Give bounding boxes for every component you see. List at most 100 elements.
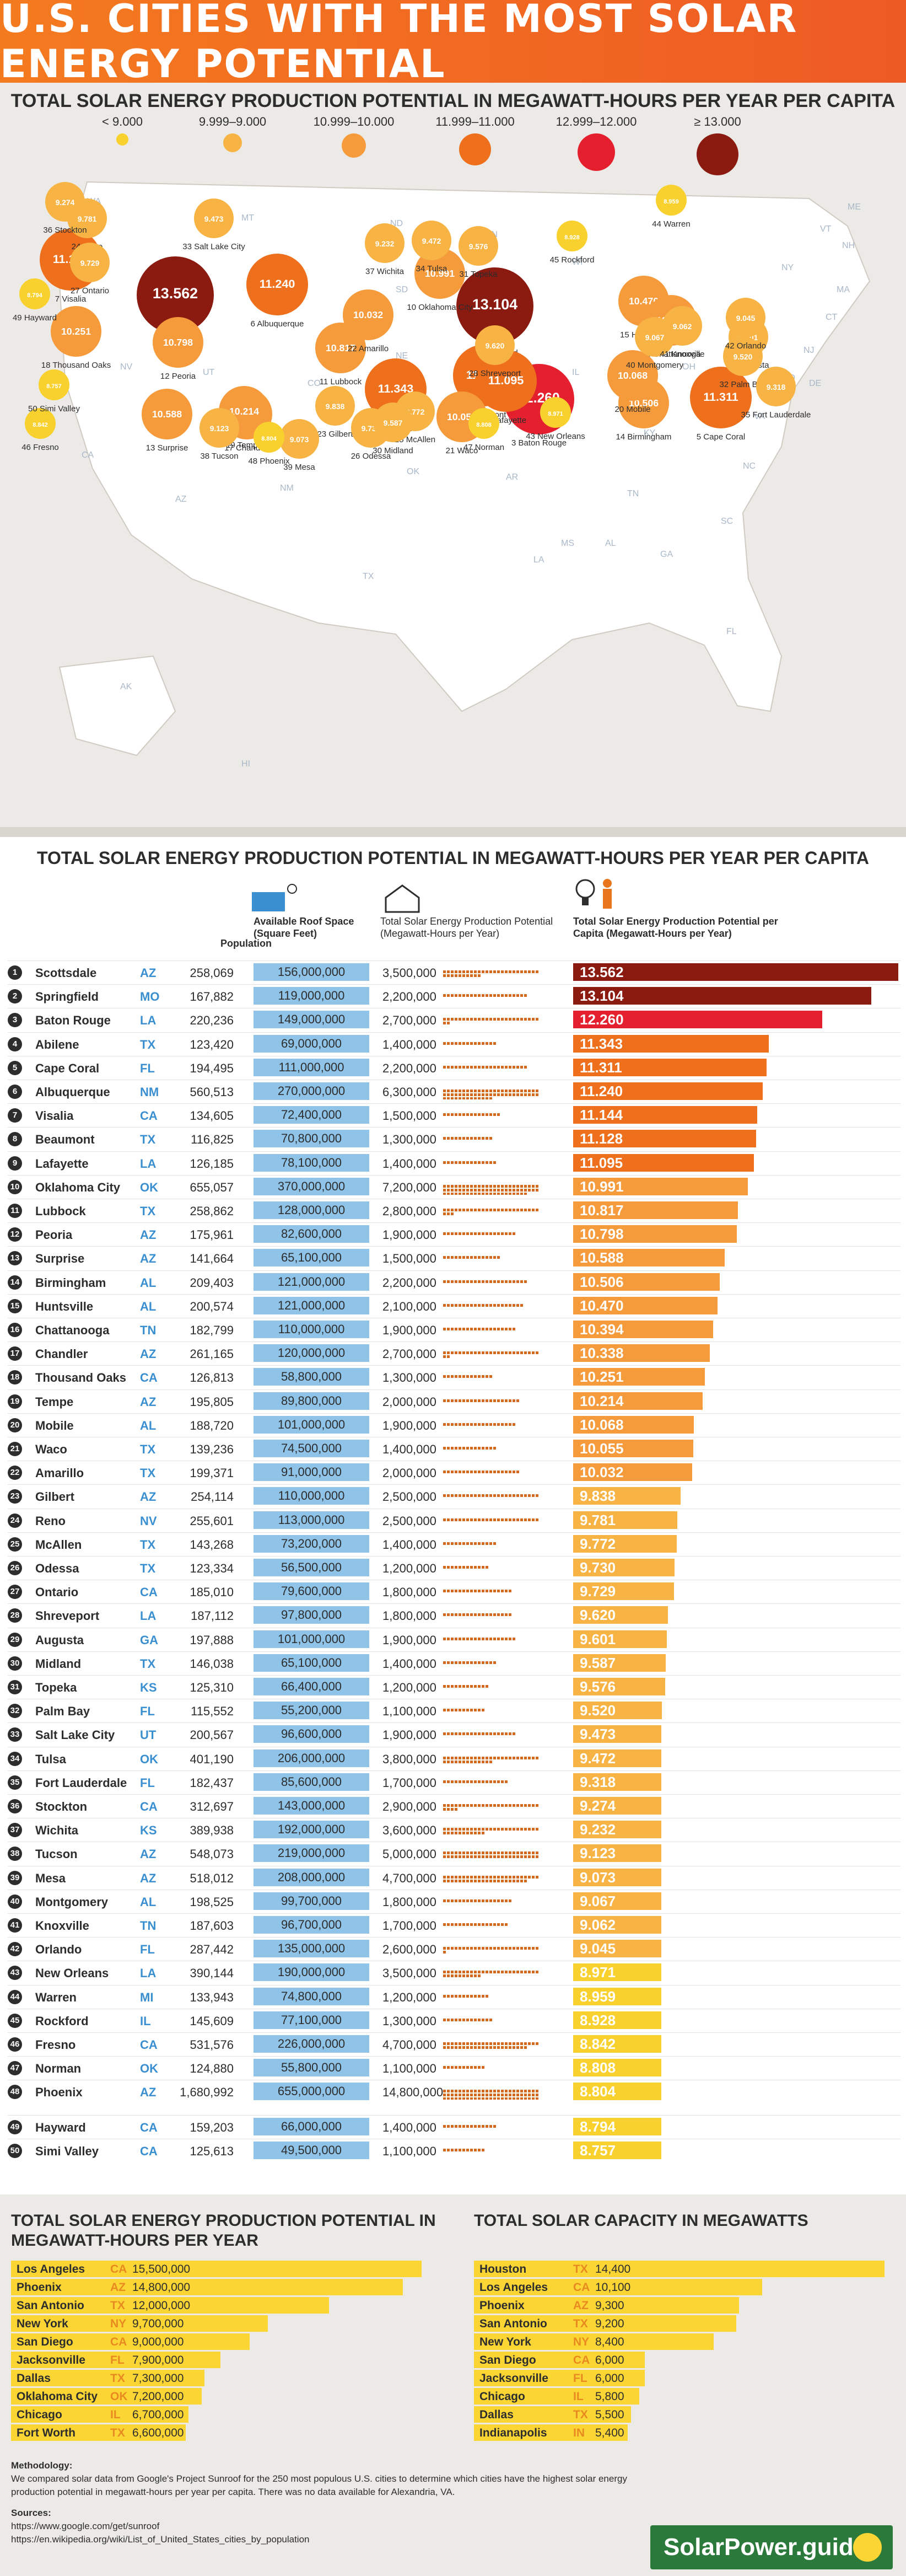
- table-row: 45 Rockford IL 145,609 77,100,000 1,300,000 8.…: [8, 2010, 900, 2031]
- house-mark: [528, 1188, 531, 1192]
- house-mark: [497, 1399, 500, 1402]
- house-mark: [443, 1161, 446, 1164]
- house-mark: [443, 1097, 446, 1099]
- bubble-circle: [726, 298, 765, 337]
- house-mark: [462, 1471, 465, 1474]
- state-code: NV: [140, 1514, 157, 1528]
- row-divider: [8, 2032, 900, 2033]
- bubble-value: 9.062: [673, 322, 692, 331]
- city-name: Abilene: [35, 1037, 79, 1051]
- house-mark: [443, 1209, 446, 1211]
- percap-bar: 11.095: [573, 1153, 754, 1172]
- total_capacity-state: IN: [573, 2427, 585, 2439]
- house-mark: [470, 1566, 473, 1569]
- house-mark: [536, 1852, 538, 1855]
- house-mark: [497, 1303, 500, 1307]
- total-potential: 4,700,000: [382, 1871, 436, 1885]
- house-mark: [443, 1732, 446, 1736]
- house-mark: [459, 1855, 461, 1859]
- population: 167,882: [190, 990, 234, 1004]
- state-code: CA: [140, 1109, 158, 1123]
- house-mark: [532, 1828, 535, 1831]
- roof-space: 85,600,000: [254, 1773, 369, 1791]
- house-mark: [516, 2090, 519, 2093]
- bubble-value: 8.959: [664, 198, 679, 205]
- row-divider: [8, 1341, 900, 1343]
- state-code: TX: [140, 1133, 156, 1147]
- rank-badge: 50: [8, 2143, 22, 2158]
- house-mark: [443, 1375, 446, 1378]
- house-mark: [489, 1097, 492, 1099]
- state-label: NY: [781, 263, 794, 272]
- population: 141,664: [190, 1252, 234, 1266]
- house-mark: [459, 1760, 461, 1763]
- total-potential: 1,400,000: [382, 1537, 436, 1552]
- rank-badge: 12: [8, 1227, 22, 1242]
- house-mark: [497, 1423, 500, 1426]
- total_production-row: Jacksonville FL 7,900,000: [11, 2352, 430, 2368]
- roof-space: 119,000,000: [254, 987, 369, 1005]
- house-mark: [497, 2094, 500, 2097]
- house-mark: [447, 1879, 450, 1882]
- total-potential: 1,900,000: [382, 1323, 436, 1337]
- house-mark: [451, 1542, 454, 1545]
- row-divider: [8, 1294, 900, 1295]
- house-pictogram: [443, 1298, 553, 1314]
- population: 518,012: [190, 1871, 234, 1885]
- total-potential: 1,400,000: [382, 1442, 436, 1456]
- population: 220,236: [190, 1013, 234, 1028]
- house-mark: [462, 1855, 465, 1859]
- bubble-value: 11.095: [488, 374, 524, 387]
- house-mark: [466, 1974, 469, 1978]
- house-mark: [505, 1590, 508, 1593]
- rank-badge: 36: [8, 1799, 22, 1813]
- table-row: 8 Beaumont TX 116,825 70,800,000 1,300,000 11.…: [8, 1128, 900, 1149]
- house-mark: [466, 2097, 469, 2100]
- house-mark: [462, 1399, 465, 1402]
- house-mark: [474, 1637, 477, 1640]
- house-mark: [466, 2090, 469, 2093]
- house-mark: [486, 1184, 488, 1188]
- house-mark: [478, 1471, 481, 1474]
- house-mark: [532, 2094, 535, 2097]
- population: 560,513: [190, 1085, 234, 1099]
- house-mark: [466, 1494, 469, 1498]
- table-row: 17 Chandler AZ 261,165 120,000,000 2,700,000 1…: [8, 1343, 900, 1364]
- source-link-1[interactable]: https://www.google.com/get/sunroof: [11, 2521, 160, 2531]
- house-mark: [455, 1971, 457, 1974]
- city-name: Simi Valley: [35, 2144, 99, 2158]
- source-link-2[interactable]: https://en.wikipedia.org/wiki/List_of_Un…: [11, 2534, 310, 2545]
- city-name: New Orleans: [35, 1966, 109, 1981]
- rank-badge: 1: [8, 965, 22, 980]
- population: 531,576: [190, 2038, 234, 2052]
- roof-space: 82,600,000: [254, 1225, 369, 1243]
- house-mark: [455, 2097, 457, 2100]
- house-mark: [470, 1113, 473, 1117]
- total-potential: 1,200,000: [382, 1561, 436, 1575]
- house-mark: [466, 970, 469, 973]
- house-mark: [470, 1375, 473, 1378]
- house-mark: [505, 1780, 508, 1783]
- house-mark: [470, 1184, 473, 1188]
- table-row: 18 Thousand Oaks CA 126,813 58,800,000 1,300,…: [8, 1366, 900, 1387]
- house-mark: [474, 1661, 477, 1664]
- house-mark: [443, 1090, 446, 1092]
- house-mark: [455, 1423, 457, 1426]
- house-mark: [451, 2148, 454, 2151]
- house-mark: [451, 1018, 454, 1021]
- house-mark: [524, 1852, 527, 1855]
- house-mark: [513, 1232, 515, 1236]
- table-row: 46 Fresno CA 531,576 226,000,000 4,700,000 8.8…: [8, 2033, 900, 2054]
- house-mark: [493, 1184, 496, 1188]
- house-mark: [493, 1280, 496, 1283]
- total_production-bar: [11, 2261, 422, 2277]
- house-mark: [505, 1732, 508, 1736]
- house-mark: [474, 1994, 477, 1998]
- total-potential: 2,700,000: [382, 1347, 436, 1361]
- house-mark: [443, 1192, 446, 1195]
- house-mark: [516, 1090, 519, 1092]
- roof-space: 190,000,000: [254, 1963, 369, 1982]
- house-mark: [489, 1232, 492, 1236]
